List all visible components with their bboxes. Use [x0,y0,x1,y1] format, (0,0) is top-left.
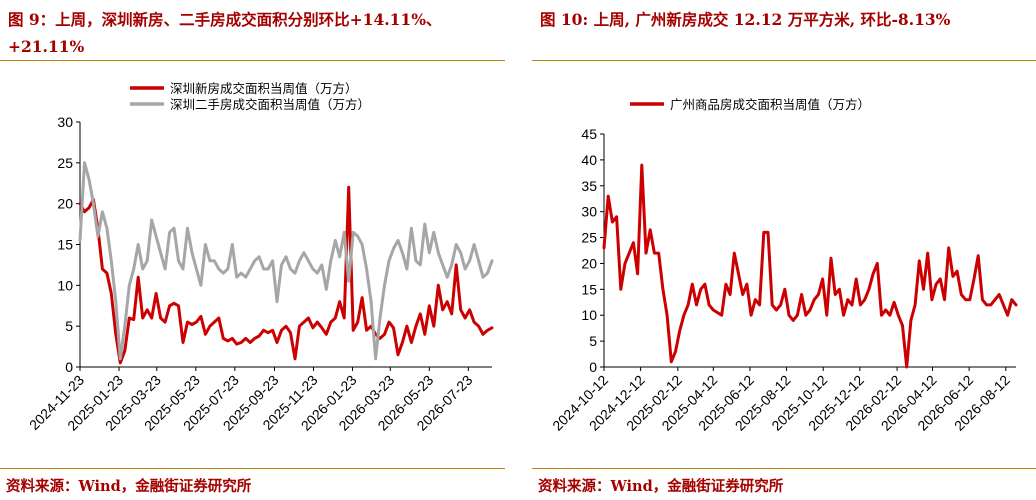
y-tick-label: 15 [581,281,597,297]
y-tick-label: 20 [57,196,73,212]
chart-title: 图 10: 上周, 广州新房成交 12.12 万平方米, 环比-8.13% [540,10,951,29]
source-divider [532,468,1036,469]
y-tick-label: 30 [581,204,597,220]
chart-title: 图 9：上周，深圳新房、二手房成交面积分别环比+14.11%、+21.11% [8,10,442,56]
y-tick-label: 30 [57,114,73,130]
source-note: 资料来源：Wind，金融街证券研究所 [6,478,252,495]
y-tick-label: 15 [57,237,73,253]
title-divider [532,60,1036,61]
y-tick-label: 20 [581,255,597,271]
left-chart-panel: 图 9：上周，深圳新房、二手房成交面积分别环比+14.11%、+21.11% 0… [0,0,505,500]
y-tick-label: 0 [65,359,73,375]
source-note: 资料来源：Wind，金融街证券研究所 [538,478,784,495]
y-tick-label: 10 [581,307,597,323]
y-tick-label: 5 [589,333,597,349]
title-divider [0,60,505,61]
legend-label: 广州商品房成交面积当周值（万方） [670,97,870,112]
right-chart-panel: 图 10: 上周, 广州新房成交 12.12 万平方米, 环比-8.13% 0 5… [532,0,1036,500]
legend-label: 深圳二手房成交面积当周值（万方） [170,97,370,112]
y-tick-label: 10 [57,277,73,293]
y-tick-label: 0 [589,359,597,375]
y-tick-label: 40 [581,152,597,168]
legend-label: 深圳新房成交面积当周值（万方） [170,81,358,96]
y-tick-label: 25 [581,230,597,246]
guangzhou-chart: 0510152025303540452024-10-122024-12-1220… [549,97,1018,434]
series-line-1 [78,161,494,361]
shenzhen-chart: 0510152025302024-11-232025-01-232025-03-… [26,81,494,434]
y-tick-label: 25 [57,155,73,171]
series-line-0 [602,163,1018,369]
y-tick-label: 35 [581,178,597,194]
y-tick-label: 5 [65,318,73,334]
series-line-0 [78,185,494,365]
y-tick-label: 45 [581,126,597,142]
source-divider [0,468,505,469]
